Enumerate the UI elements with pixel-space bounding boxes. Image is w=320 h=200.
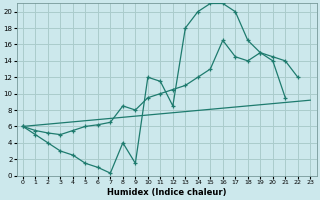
X-axis label: Humidex (Indice chaleur): Humidex (Indice chaleur) <box>107 188 226 197</box>
